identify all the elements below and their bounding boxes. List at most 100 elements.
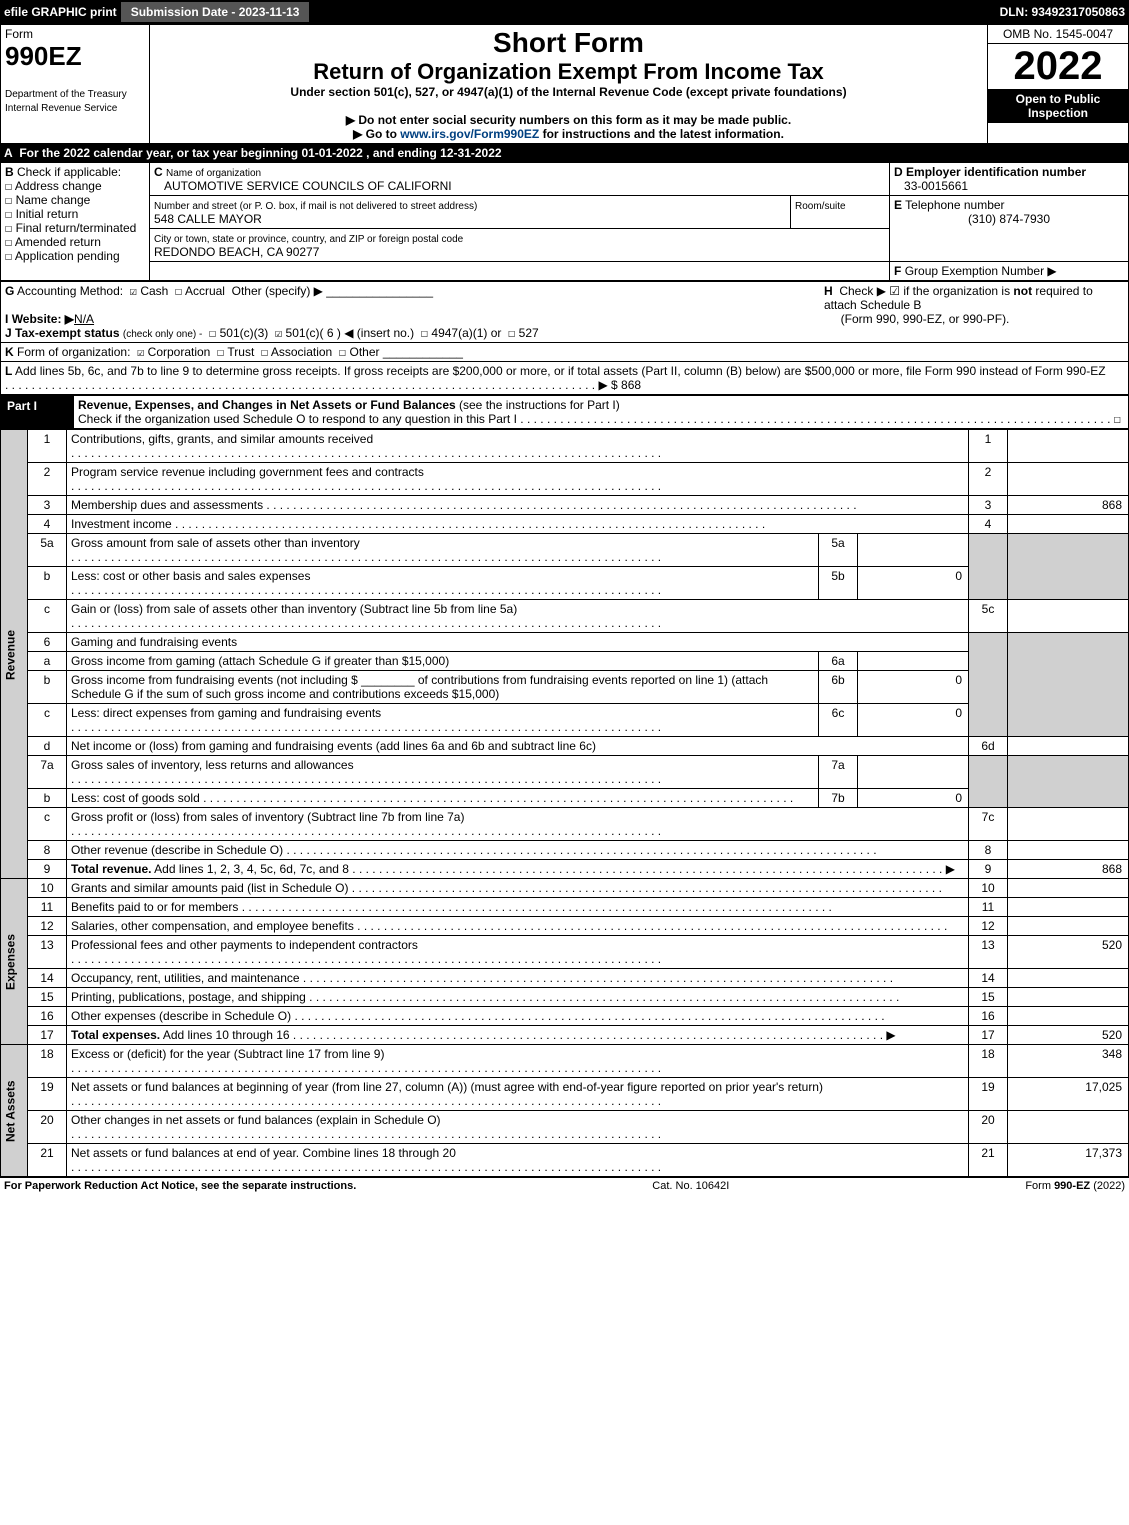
footer-right: Form 990-EZ (2022) bbox=[1025, 1180, 1125, 1192]
short-form-title: Short Form bbox=[154, 27, 983, 59]
d20 bbox=[71, 1127, 661, 1141]
l9-v: 868 bbox=[1008, 860, 1129, 879]
d1 bbox=[71, 446, 661, 460]
l16-n: 16 bbox=[28, 1007, 67, 1026]
k-o3: Association bbox=[271, 345, 332, 359]
l13-t: Professional fees and other payments to … bbox=[71, 938, 418, 952]
d5a bbox=[71, 550, 661, 564]
l7c-v bbox=[1008, 808, 1129, 841]
check-trust[interactable]: ☐ bbox=[217, 345, 224, 359]
e-label: Telephone number bbox=[905, 198, 1004, 212]
l15-t: Printing, publications, postage, and shi… bbox=[71, 990, 306, 1004]
l5b-n: b bbox=[28, 567, 67, 600]
i-label: Website: ▶ bbox=[12, 312, 74, 326]
org-name: AUTOMOTIVE SERVICE COUNCILS OF CALIFORNI bbox=[164, 179, 452, 193]
l5c-n: c bbox=[28, 600, 67, 633]
street-label: Number and street (or P. O. box, if mail… bbox=[154, 201, 477, 212]
fr2: 990-EZ bbox=[1054, 1180, 1090, 1192]
check-assoc[interactable]: ☐ bbox=[261, 345, 268, 359]
part1-title: Revenue, Expenses, and Changes in Net As… bbox=[78, 398, 456, 412]
l9-box: 9 bbox=[969, 860, 1008, 879]
l8-t: Other revenue (describe in Schedule O) bbox=[71, 843, 283, 857]
l6d-n: d bbox=[28, 737, 67, 756]
tax-year: 2022 bbox=[988, 44, 1128, 89]
l12-t: Salaries, other compensation, and employ… bbox=[71, 919, 354, 933]
l16-t: Other expenses (describe in Schedule O) bbox=[71, 1009, 291, 1023]
l1-v bbox=[1008, 430, 1129, 463]
l14-n: 14 bbox=[28, 969, 67, 988]
l15-v bbox=[1008, 988, 1129, 1007]
street: 548 CALLE MAYOR bbox=[154, 212, 262, 226]
fr1: Form bbox=[1025, 1180, 1054, 1192]
check-schedule-o[interactable]: ☐ bbox=[1114, 412, 1121, 426]
l20-n: 20 bbox=[28, 1111, 67, 1144]
check-cash[interactable]: ☑ bbox=[130, 284, 137, 298]
check-final[interactable]: ☐ bbox=[5, 221, 12, 235]
l11-box: 11 bbox=[969, 898, 1008, 917]
d5c bbox=[71, 616, 661, 630]
efile-label: efile GRAPHIC print bbox=[4, 5, 117, 19]
d16 bbox=[291, 1009, 884, 1023]
check-501c[interactable]: ☑ bbox=[275, 326, 282, 340]
k-label: Form of organization: bbox=[17, 345, 130, 359]
l4-box: 4 bbox=[969, 515, 1008, 534]
d5b bbox=[71, 583, 661, 597]
website: N/A bbox=[74, 312, 94, 326]
h-text3: (Form 990, 990-EZ, or 990-PF). bbox=[841, 312, 1010, 326]
l6c-ibox: 6c bbox=[819, 704, 858, 737]
h-text: Check ▶ ☑ if the organization is bbox=[839, 284, 1013, 298]
l8-n: 8 bbox=[28, 841, 67, 860]
d7b bbox=[200, 791, 793, 805]
l10-n: 10 bbox=[28, 879, 67, 898]
l-text: Add lines 5b, 6c, and 7b to line 9 to de… bbox=[15, 364, 1106, 378]
check-4947[interactable]: ☐ bbox=[421, 326, 428, 340]
check-address[interactable]: ☐ bbox=[5, 179, 12, 193]
l2-v bbox=[1008, 463, 1129, 496]
check-corp[interactable]: ☑ bbox=[137, 345, 144, 359]
d2 bbox=[71, 479, 661, 493]
l5c-t: Gain or (loss) from sale of assets other… bbox=[71, 602, 517, 616]
j-o1: 501(c)(3) bbox=[220, 326, 269, 340]
part1-check: Check if the organization used Schedule … bbox=[78, 412, 517, 426]
note2-pre: ▶ Go to bbox=[353, 127, 400, 141]
footer: For Paperwork Reduction Act Notice, see … bbox=[0, 1177, 1129, 1194]
check-501c3[interactable]: ☐ bbox=[209, 326, 216, 340]
irs-link[interactable]: www.irs.gov/Form990EZ bbox=[400, 127, 539, 141]
l11-v bbox=[1008, 898, 1129, 917]
l6a-iv bbox=[858, 652, 969, 671]
check-accrual[interactable]: ☐ bbox=[175, 284, 182, 298]
info-table: B Check if applicable: ☐ Address change … bbox=[0, 162, 1129, 281]
l16-v bbox=[1008, 1007, 1129, 1026]
l6d-v bbox=[1008, 737, 1129, 756]
subtitle: Under section 501(c), 527, or 4947(a)(1)… bbox=[154, 85, 983, 99]
l13-n: 13 bbox=[28, 936, 67, 969]
l18-v: 348 bbox=[1008, 1045, 1129, 1078]
check-amended[interactable]: ☐ bbox=[5, 235, 12, 249]
l14-box: 14 bbox=[969, 969, 1008, 988]
l18-box: 18 bbox=[969, 1045, 1008, 1078]
city: REDONDO BEACH, CA 90277 bbox=[154, 245, 319, 259]
d18 bbox=[71, 1061, 661, 1075]
l5a-iv bbox=[858, 534, 969, 567]
l12-n: 12 bbox=[28, 917, 67, 936]
l3-v: 868 bbox=[1008, 496, 1129, 515]
note1: ▶ Do not enter social security numbers o… bbox=[154, 113, 983, 127]
opt-amended: Amended return bbox=[15, 235, 101, 249]
check-pending[interactable]: ☐ bbox=[5, 249, 12, 263]
check-other[interactable]: ☐ bbox=[339, 345, 346, 359]
check-527[interactable]: ☐ bbox=[508, 326, 515, 340]
check-name[interactable]: ☐ bbox=[5, 193, 12, 207]
l6b-n: b bbox=[28, 671, 67, 704]
check-initial[interactable]: ☐ bbox=[5, 207, 12, 221]
part1-header: Part I Revenue, Expenses, and Changes in… bbox=[0, 395, 1129, 429]
l7c-n: c bbox=[28, 808, 67, 841]
l3-n: 3 bbox=[28, 496, 67, 515]
l16-box: 16 bbox=[969, 1007, 1008, 1026]
opt-initial: Initial return bbox=[16, 207, 79, 221]
j-label: Tax-exempt status bbox=[15, 326, 119, 340]
l5a-ibox: 5a bbox=[819, 534, 858, 567]
footer-left: For Paperwork Reduction Act Notice, see … bbox=[4, 1180, 356, 1192]
f-label: Group Exemption Number ▶ bbox=[905, 264, 1057, 278]
l15-n: 15 bbox=[28, 988, 67, 1007]
l6d-box: 6d bbox=[969, 737, 1008, 756]
